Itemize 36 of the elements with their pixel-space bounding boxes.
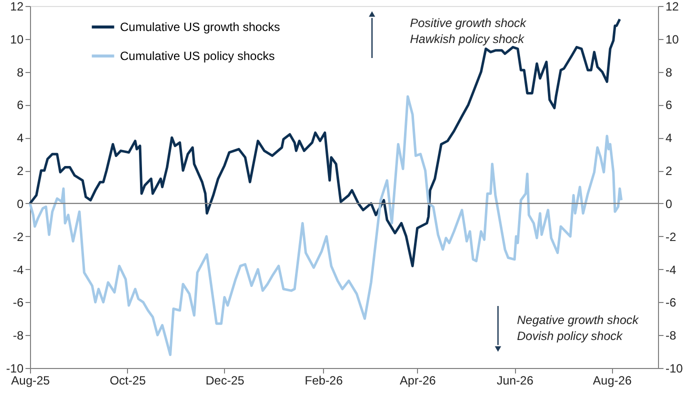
y-tick-label: 4 xyxy=(16,131,24,146)
annotation: Positive growth shock Hawkish policy shock xyxy=(410,16,528,46)
x-tick-label: Apr-26 xyxy=(400,374,436,388)
x-tick-label: Aug-26 xyxy=(592,374,632,388)
y-tick-label: -10 xyxy=(6,362,24,376)
y-tick-label: 12 xyxy=(10,0,24,14)
x-tick-label: Aug-25 xyxy=(11,374,50,388)
legend-label: Cumulative US policy shocks xyxy=(120,49,275,63)
y-tick-label: 2 xyxy=(16,164,24,178)
y2-tick-label: -10 xyxy=(666,362,684,376)
x-tick-label: Dec-25 xyxy=(206,374,245,388)
y2-tick-label: 2 xyxy=(666,164,672,178)
y2-tick-label: -4 xyxy=(666,262,676,277)
x-tick-label: Oct-25 xyxy=(110,374,146,388)
y2-tick-label: 8 xyxy=(666,65,672,80)
legend-label: Cumulative US growth shocks xyxy=(120,20,280,34)
y2-tick-label: -6 xyxy=(666,296,676,310)
y2-tick-label: 12 xyxy=(666,0,680,14)
y-tick-label: -4 xyxy=(12,262,24,277)
y-tick-label: 6 xyxy=(16,98,24,112)
y-tick-label: -8 xyxy=(12,328,24,343)
line-series xyxy=(28,18,621,268)
y-tick-label: -2 xyxy=(12,230,24,244)
annotation: Negative growth shock Dovish policy shock xyxy=(517,313,640,343)
y2-tick-label: -2 xyxy=(666,230,676,244)
y2-tick-label: 10 xyxy=(666,32,680,46)
x-tick-label: Jun-26 xyxy=(496,374,534,388)
y2-tick-label: 0 xyxy=(666,196,672,211)
y2-tick-label: 6 xyxy=(666,98,672,112)
x-tick-label: Feb-26 xyxy=(304,374,344,388)
y-tick-label: -6 xyxy=(12,296,24,310)
y2-tick-label: -8 xyxy=(666,328,676,343)
y-tick-label: 10 xyxy=(10,32,24,46)
y-tick-label: 8 xyxy=(16,65,24,80)
y2-tick-label: 4 xyxy=(666,131,672,146)
y-tick-label: 0 xyxy=(16,196,24,211)
